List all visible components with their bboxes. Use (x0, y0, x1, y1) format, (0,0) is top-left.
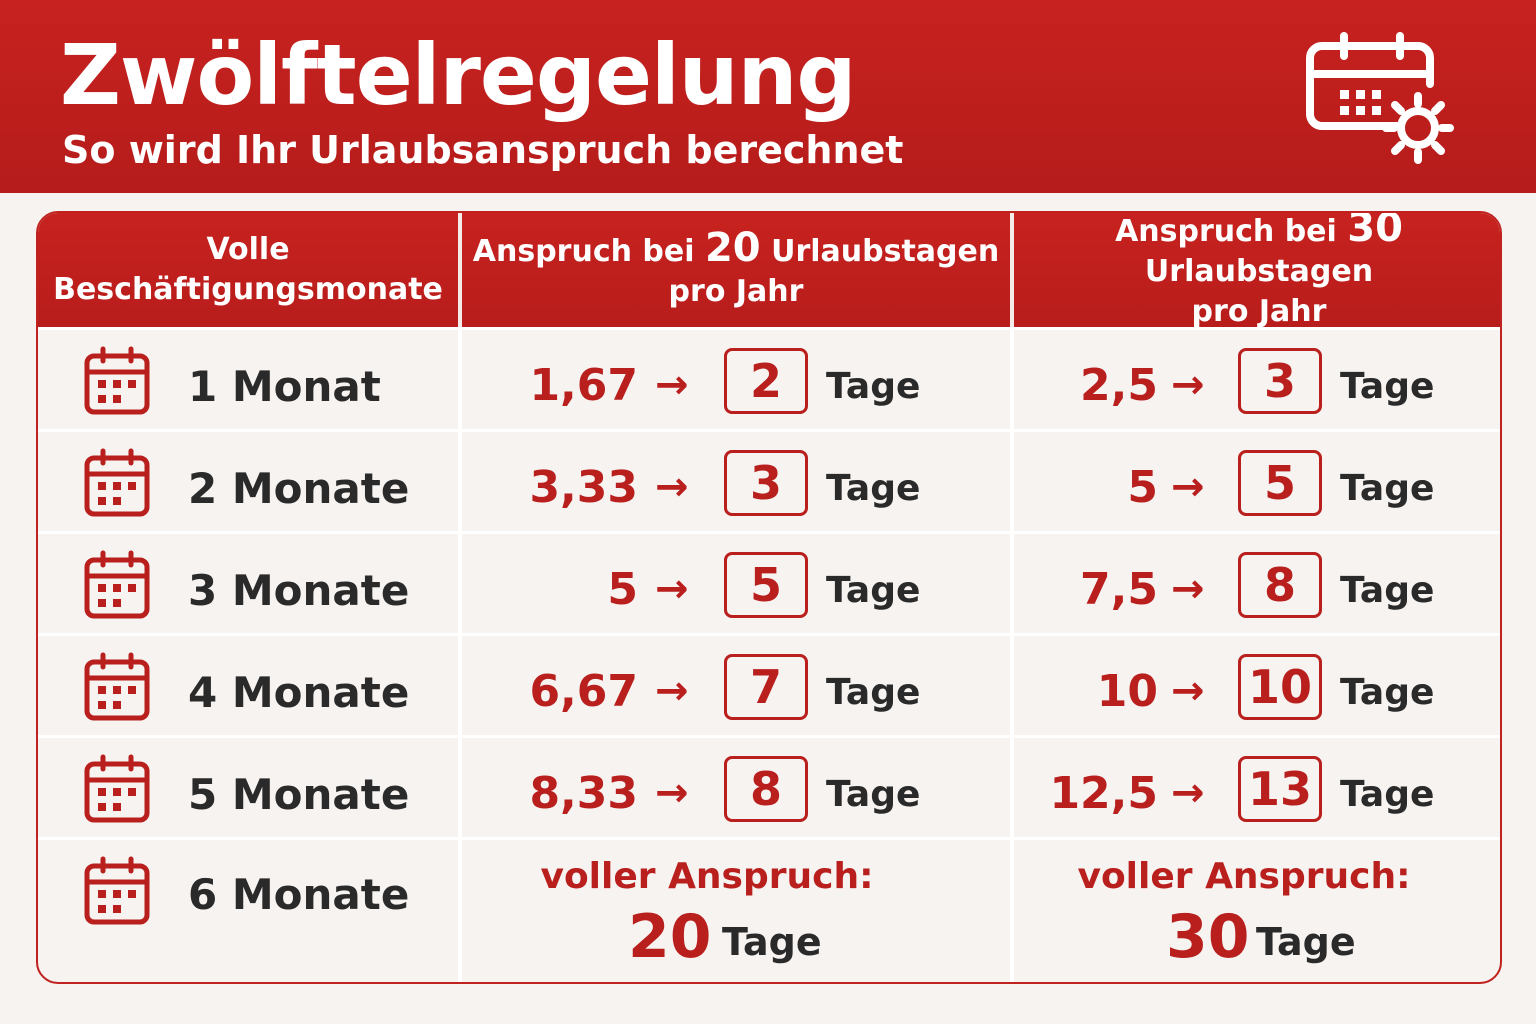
arrow-icon: → (655, 770, 689, 816)
calendar-icon (84, 754, 150, 824)
arrow-icon: → (1171, 362, 1205, 408)
table-row: 2 Monate 3,33 → 3 Tage 5 → 5 Tage (38, 429, 1500, 530)
arrow-icon: → (1171, 770, 1205, 816)
table-row-full: 6 Monate voller Anspruch: 20 Tage voller Ans… (38, 837, 1500, 982)
rounded-20: 7 (724, 654, 808, 720)
rounded-20: 3 (724, 450, 808, 516)
unit-label: Tage (1340, 366, 1435, 407)
unit-label: Tage (1340, 672, 1435, 713)
full-entitlement-20: 20 (628, 902, 712, 972)
calendar-icon (84, 550, 150, 620)
column-header-30-days: Anspruch bei 30 Urlaubstagen pro Jahr (1115, 211, 1403, 329)
rounded-20: 5 (724, 552, 808, 618)
full-entitlement-label: voller Anspruch: (540, 856, 874, 897)
table-row: 3 Monate 5 → 5 Tage 7,5 → 8 Tage (38, 531, 1500, 632)
column-header-months: Volle Beschäftigungsmonate (53, 232, 443, 307)
page-title: Zwölftelregelung (60, 26, 856, 124)
arrow-icon: → (1171, 566, 1205, 612)
calendar-icon (84, 346, 150, 416)
table-row: 1 Monat 1,67 → 2 Tage 2,5 → 3 Tage (38, 327, 1500, 428)
arrow-icon: → (655, 464, 689, 510)
value-30: 2,5 (1080, 360, 1158, 411)
rounded-20: 8 (724, 756, 808, 822)
rounded-20: 2 (724, 348, 808, 414)
calendar-sun-icon (1306, 32, 1454, 164)
month-label: 4 Monate (188, 668, 410, 717)
month-label: 3 Monate (188, 566, 410, 615)
arrow-icon: → (1171, 668, 1205, 714)
page-subtitle: So wird Ihr Urlaubsanspruch berechnet (62, 128, 904, 172)
value-20: 8,33 (529, 768, 638, 819)
arrow-icon: → (655, 668, 689, 714)
unit-label: Tage (826, 774, 921, 815)
unit-label: Tage (1340, 774, 1435, 815)
header-banner: Zwölftelregelung So wird Ihr Urlaubsansp… (0, 0, 1536, 193)
table-row: 4 Monate 6,67 → 7 Tage 10 → 10 Tage (38, 633, 1500, 734)
value-20: 6,67 (529, 666, 638, 717)
rounded-30: 13 (1238, 756, 1322, 822)
unit-label: Tage (826, 672, 921, 713)
calendar-icon (84, 652, 150, 722)
unit-label: Tage (826, 366, 921, 407)
table-row: 5 Monate 8,33 → 8 Tage 12,5 → 13 Tage (38, 735, 1500, 836)
value-20: 3,33 (529, 462, 638, 513)
value-30: 5 (1127, 462, 1158, 513)
month-label: 6 Monate (188, 870, 410, 919)
value-20: 1,67 (529, 360, 638, 411)
rounded-30: 8 (1238, 552, 1322, 618)
unit-label: Tage (1256, 920, 1356, 964)
full-entitlement-label: voller Anspruch: (1077, 856, 1411, 897)
unit-label: Tage (722, 920, 822, 964)
vacation-table: Volle Beschäftigungsmonate Anspruch bei … (36, 211, 1502, 984)
value-30: 12,5 (1049, 768, 1158, 819)
month-label: 2 Monate (188, 464, 410, 513)
unit-label: Tage (826, 468, 921, 509)
arrow-icon: → (655, 566, 689, 612)
column-header-20-days: Anspruch bei 20 Urlaubstagen pro Jahr (472, 225, 1000, 309)
calendar-icon (84, 856, 150, 926)
month-label: 5 Monate (188, 770, 410, 819)
unit-label: Tage (1340, 468, 1435, 509)
arrow-icon: → (1171, 464, 1205, 510)
full-entitlement-30: 30 (1166, 902, 1250, 972)
value-20: 5 (607, 564, 638, 615)
calendar-icon (84, 448, 150, 518)
unit-label: Tage (1340, 570, 1435, 611)
unit-label: Tage (826, 570, 921, 611)
arrow-icon: → (655, 362, 689, 408)
value-30: 7,5 (1080, 564, 1158, 615)
rounded-30: 3 (1238, 348, 1322, 414)
rounded-30: 10 (1238, 654, 1322, 720)
table-header: Volle Beschäftigungsmonate Anspruch bei … (38, 211, 1500, 329)
rounded-30: 5 (1238, 450, 1322, 516)
month-label: 1 Monat (188, 362, 381, 411)
value-30: 10 (1096, 666, 1158, 717)
